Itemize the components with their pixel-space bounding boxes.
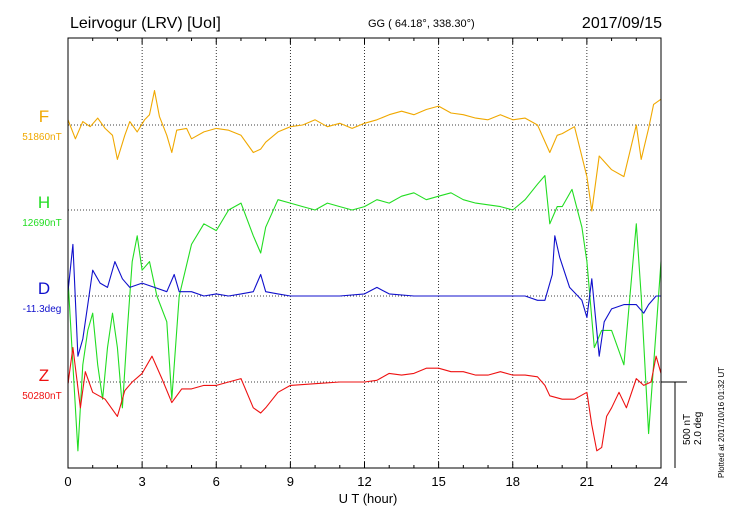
- series-layer: [67, 90, 662, 452]
- x-tick-label: 12: [357, 474, 371, 489]
- x-tick-label: 21: [580, 474, 594, 489]
- scale-deg-label: 2.0 deg: [693, 412, 704, 445]
- date-label: 2017/09/15: [582, 15, 662, 32]
- series-line-h: [67, 175, 662, 452]
- x-tick-label: 9: [287, 474, 294, 489]
- series-name-f: F: [39, 107, 49, 126]
- station-title: Leirvogur (LRV) [UoI]: [70, 15, 221, 32]
- x-tick-label: 18: [506, 474, 520, 489]
- x-axis-ticks: 0 3 6 9 12 15 18 21 24: [64, 38, 668, 489]
- x-tick-label: 6: [213, 474, 220, 489]
- scale-nt-label: 500 nT: [682, 414, 693, 445]
- series-baseline-z: 50280nT: [22, 391, 61, 402]
- scale-bar: 500 nT 2.0 deg: [661, 381, 704, 468]
- series-line-f: [67, 90, 662, 212]
- series-baseline-d: -11.3deg: [23, 304, 62, 315]
- series-baseline-f: 51860nT: [22, 132, 61, 143]
- series-baseline-h: 12690nT: [22, 218, 61, 229]
- x-tick-label: 15: [431, 474, 445, 489]
- x-tick-label: 0: [64, 474, 71, 489]
- series-name-d: D: [38, 279, 50, 298]
- series-name-z: Z: [39, 366, 49, 385]
- series-name-h: H: [38, 193, 50, 212]
- series-line-d: [67, 235, 661, 357]
- plotted-timestamp: Plotted at 2017/10/16 01:32 UT: [717, 367, 726, 478]
- series-line-z: [67, 347, 662, 452]
- coordinates-label: GG ( 64.18°, 338.30°): [368, 18, 475, 30]
- x-tick-label: 3: [139, 474, 146, 489]
- x-axis-title: U T (hour): [339, 491, 398, 506]
- series-labels: F 51860nT H 12690nT D -11.3deg Z 50280nT: [22, 107, 61, 402]
- x-tick-label: 24: [654, 474, 668, 489]
